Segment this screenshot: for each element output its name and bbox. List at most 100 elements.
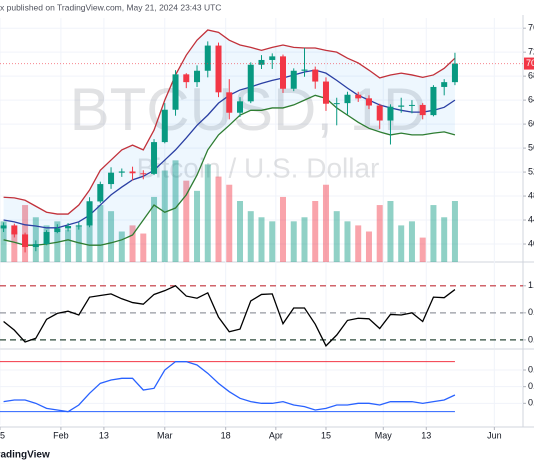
volume-bar	[419, 237, 426, 262]
candle-body	[108, 172, 115, 185]
y-tick-label: 0.00	[528, 334, 534, 344]
x-tick-label: Mar	[157, 430, 173, 440]
candle-body	[204, 45, 211, 71]
volume-bar	[247, 211, 254, 262]
last-price-tag	[524, 57, 534, 70]
candle-body	[140, 173, 147, 175]
volume-bar	[32, 217, 39, 262]
candle-body	[419, 104, 426, 116]
y-tick-label: 60000	[528, 118, 534, 128]
candle-body	[451, 63, 458, 83]
footer-logo: TradingView	[0, 450, 50, 461]
last-price-label: 70100	[526, 58, 534, 68]
volume-bar	[301, 217, 308, 262]
watermark-subtitle: Bitcoin / U.S. Dollar	[137, 152, 380, 183]
candle-body	[408, 104, 415, 106]
candle-body	[237, 101, 244, 113]
candle-body	[118, 171, 125, 173]
candle-body	[129, 171, 136, 174]
volume-bar	[322, 184, 329, 262]
volume-bar	[140, 233, 147, 262]
y-tick-label: 68000	[528, 71, 534, 81]
candle-body	[0, 225, 7, 229]
volume-bar	[172, 160, 179, 262]
y-tick-label: 0.35	[528, 364, 534, 374]
candle-body	[86, 201, 93, 226]
candle-body	[215, 45, 222, 93]
footer-brand: TradingView	[0, 450, 50, 461]
publish-note: x published on TradingView.com, May 21, …	[0, 2, 221, 12]
volume-bar	[204, 164, 211, 262]
y-tick-label: 72000	[528, 47, 534, 57]
volume-bar	[161, 170, 168, 262]
candle-body	[54, 228, 61, 233]
volume-bar	[290, 221, 297, 262]
volume-bar	[365, 231, 372, 262]
candle-body	[441, 82, 448, 87]
candle-body	[322, 81, 329, 104]
y-tick-label: 64000	[528, 95, 534, 105]
candle-body	[97, 184, 104, 202]
x-tick-label: 18	[221, 430, 231, 440]
candle-body	[355, 94, 362, 99]
y-tick-label: 0.50	[528, 307, 534, 317]
x-tick-label: Jun	[487, 430, 502, 440]
volume-bar	[0, 221, 7, 262]
candle-body	[226, 92, 233, 113]
candle-body	[398, 105, 405, 107]
candle-body	[301, 69, 308, 71]
indicator-line	[3, 361, 456, 413]
volume-bar	[226, 184, 233, 262]
candle-body	[290, 70, 297, 89]
volume-bar	[408, 221, 415, 262]
volume-bar	[451, 201, 458, 262]
volume-bar	[398, 225, 405, 262]
volume-bar	[312, 201, 319, 262]
band-line	[3, 29, 456, 215]
candle-body	[183, 74, 190, 83]
volume-bar	[151, 196, 158, 262]
volume-bar	[97, 205, 104, 262]
y-tick-label: 76000	[528, 23, 534, 33]
volume-bar	[215, 176, 222, 262]
candle-body	[258, 59, 265, 65]
x-tick-label: 13	[99, 430, 109, 440]
volume-bar	[118, 231, 125, 262]
y-tick-label: 52000	[528, 166, 534, 176]
candle-body	[279, 56, 286, 89]
volume-bar	[237, 201, 244, 262]
indicator-line	[3, 285, 456, 347]
candle-body	[365, 98, 372, 106]
y-tick-label: 0.15	[528, 398, 534, 408]
volume-bar	[441, 217, 448, 262]
candle-body	[312, 69, 319, 82]
candle-body	[65, 226, 72, 229]
candle-body	[161, 109, 168, 143]
y-tick-label: 1.00	[528, 280, 534, 290]
volume-bar	[86, 201, 93, 262]
candle-body	[22, 234, 29, 248]
volume-bar	[194, 190, 201, 262]
volume-bar	[65, 229, 72, 262]
candle-body	[75, 225, 82, 227]
candle-body	[247, 64, 254, 102]
candle-body	[32, 244, 39, 248]
volume-bar	[344, 221, 351, 262]
y-tick-label: 40000	[528, 238, 534, 248]
candle-body	[333, 103, 340, 105]
volume-bar	[269, 221, 276, 262]
candle-body	[151, 142, 158, 174]
volume-bar	[183, 180, 190, 262]
x-tick-label: Apr	[269, 430, 283, 440]
x-tick-label: 15	[321, 430, 331, 440]
x-tick-label: 13	[421, 430, 431, 440]
volume-bar	[11, 231, 18, 262]
y-tick-label: 44000	[528, 214, 534, 224]
volume-bar	[279, 196, 286, 262]
candle-body	[269, 56, 276, 60]
candle-body	[172, 74, 179, 110]
candle-body	[376, 105, 383, 121]
